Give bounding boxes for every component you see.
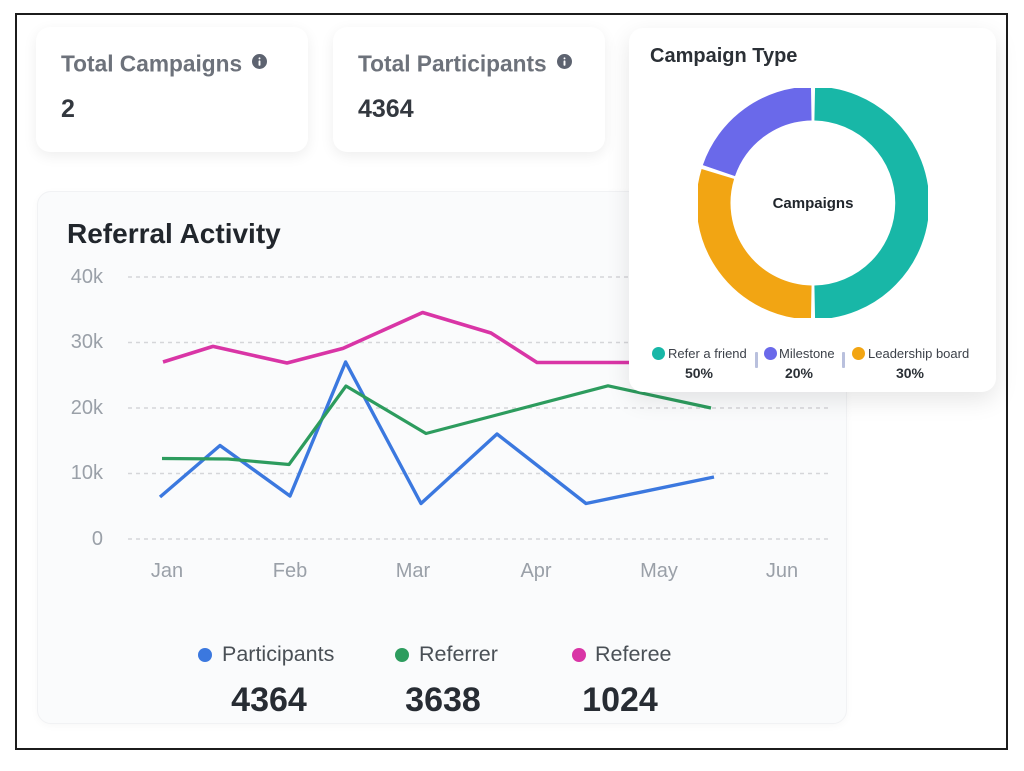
svg-text:Campaigns: Campaigns [773, 195, 854, 212]
